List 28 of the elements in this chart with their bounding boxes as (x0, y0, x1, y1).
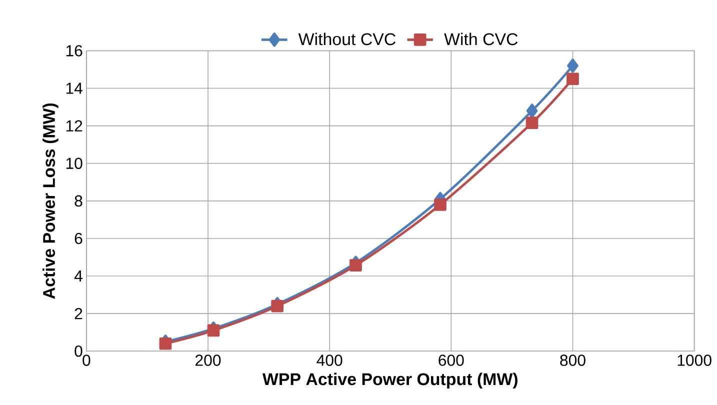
point (159, 337, 172, 350)
x-tick-label: 200 (196, 354, 221, 366)
legend-label: With CVC (444, 32, 518, 46)
point (271, 300, 284, 312)
point (207, 324, 220, 337)
y-tick-label: 8 (74, 195, 82, 207)
x-tick-label: 800 (560, 354, 586, 366)
point (526, 116, 538, 130)
y-axis-title: Active Power Loss (MW) (42, 103, 58, 299)
x-tick-label: 600 (438, 354, 464, 366)
point (434, 198, 446, 211)
x-tick-label: 1000 (678, 354, 712, 366)
point (567, 58, 578, 73)
point (526, 104, 538, 118)
y-tick-label: 6 (74, 232, 82, 244)
y-tick-label: 4 (74, 270, 82, 282)
x-axis-title: WPP Active Power Output (MW) (262, 372, 518, 389)
point (350, 259, 362, 272)
y-tick-label: 2 (74, 308, 82, 320)
point (566, 72, 579, 86)
y-tick-label: 10 (66, 158, 82, 170)
legend-label: Without CVC (298, 32, 396, 46)
y-tick-label: 12 (66, 120, 82, 132)
y-tick-label: 14 (66, 82, 82, 94)
y-tick-label: 0 (74, 346, 82, 357)
y-tick-label: 16 (66, 45, 82, 56)
x-tick-label: 400 (316, 354, 342, 366)
x-tick-label: 0 (82, 354, 90, 366)
